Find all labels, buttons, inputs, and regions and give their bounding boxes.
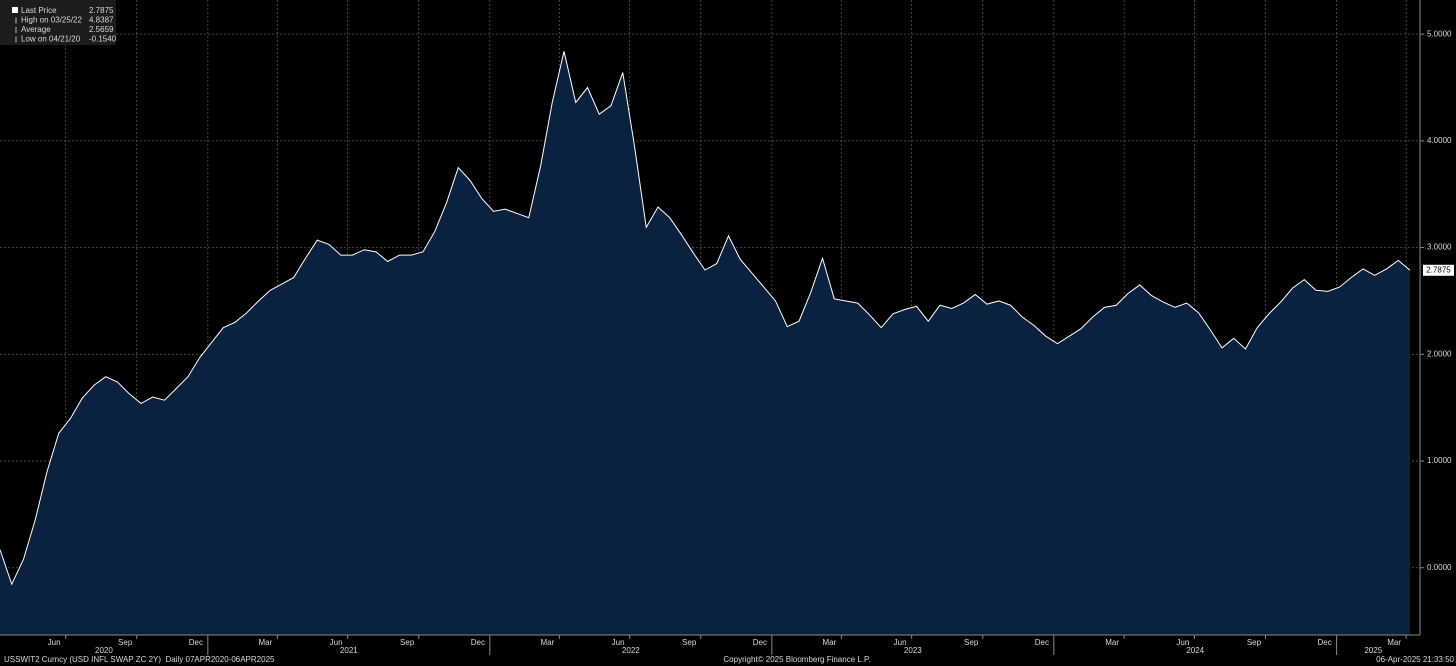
legend-value: -0.1540 bbox=[89, 35, 117, 44]
legend-label: High on 03/25/22 bbox=[21, 16, 82, 25]
x-tick-label: Sep bbox=[118, 638, 133, 647]
x-tick-label: Dec bbox=[1318, 638, 1332, 647]
legend-box bbox=[0, 0, 116, 45]
x-tick-label: Jun bbox=[48, 638, 61, 647]
year-label: 2025 bbox=[1364, 646, 1382, 655]
legend-label: Average bbox=[21, 25, 51, 34]
year-label: 2022 bbox=[622, 646, 640, 655]
year-label: 2020 bbox=[95, 646, 113, 655]
y-tick-label: 2.0000 bbox=[1427, 349, 1452, 358]
legend-value: 2.5659 bbox=[89, 25, 114, 34]
x-tick-label: Jun bbox=[1176, 638, 1189, 647]
legend-label: Low on 04/21/20 bbox=[21, 35, 81, 44]
x-tick-label: Dec bbox=[471, 638, 485, 647]
year-label: 2021 bbox=[340, 646, 358, 655]
x-tick-label: Sep bbox=[964, 638, 979, 647]
x-tick-label: Jun bbox=[612, 638, 625, 647]
line bbox=[0, 51, 1411, 586]
year-label: 2023 bbox=[904, 646, 922, 655]
x-tick-label: Jun bbox=[894, 638, 907, 647]
x-tick-label: Dec bbox=[753, 638, 767, 647]
x-tick-label: Mar bbox=[258, 638, 272, 647]
last-price-tag bbox=[1423, 264, 1454, 276]
x-tick-label: Mar bbox=[540, 638, 554, 647]
legend-value: 4.8387 bbox=[89, 16, 114, 25]
y-tick-label: 3.0000 bbox=[1427, 243, 1452, 252]
x-tick-label: Dec bbox=[1035, 638, 1049, 647]
x-tick-label: Sep bbox=[400, 638, 415, 647]
x-tick-label: Jun bbox=[330, 638, 343, 647]
x-tick-label: Mar bbox=[822, 638, 836, 647]
last-price-label: 2.7875 bbox=[1426, 265, 1451, 274]
legend-value: 2.7875 bbox=[89, 6, 114, 15]
footer-center: Copyright© 2025 Bloomberg Finance L.P. bbox=[723, 655, 870, 664]
legend-label: Last Price bbox=[21, 6, 57, 15]
y-tick-label: 4.0000 bbox=[1427, 136, 1452, 145]
area bbox=[0, 51, 1410, 636]
x-tick-label: Mar bbox=[1387, 638, 1401, 647]
y-tick-label: 0.0000 bbox=[1427, 563, 1452, 572]
legend-swatch bbox=[12, 7, 18, 13]
x-tick-label: Dec bbox=[189, 638, 203, 647]
x-tick-label: Mar bbox=[1105, 638, 1119, 647]
footer-right: 06-Apr-2025 21:33:50 bbox=[1376, 655, 1454, 664]
plot-area bbox=[0, 0, 1420, 636]
footer-left: USSWIT2 Curncy (USD INFL SWAP ZC 2Y) Dai… bbox=[4, 655, 275, 664]
y-tick-label: 1.0000 bbox=[1427, 456, 1452, 465]
y-tick-label: 5.0000 bbox=[1427, 29, 1452, 38]
year-label: 2024 bbox=[1186, 646, 1204, 655]
x-tick-label: Sep bbox=[682, 638, 697, 647]
x-tick-label: Sep bbox=[1247, 638, 1262, 647]
